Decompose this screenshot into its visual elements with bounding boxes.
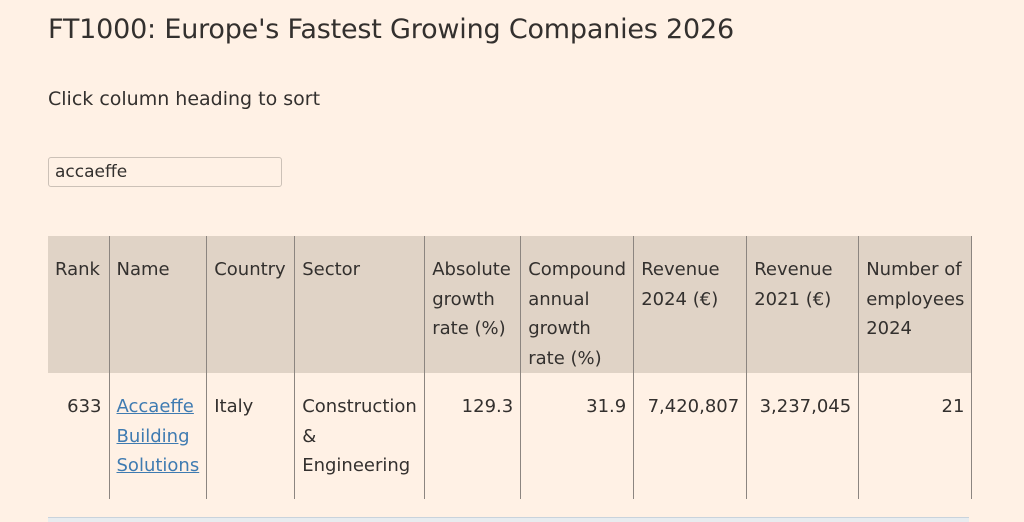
cell-country: Italy [206,373,296,499]
cell-employees: 21 [858,373,973,499]
table-row: 633 Accaeffe Building Solutions Italy Co… [48,373,973,499]
page-title: FT1000: Europe's Fastest Growing Compani… [48,14,734,45]
column-header-cagr[interactable]: Compound annual growth rate (%) [520,236,635,373]
cell-sector: Construction & Engineering [294,373,426,499]
table-header-row: Rank Name Country Sector Absolute growth… [48,236,973,373]
search-input[interactable] [48,157,282,187]
cell-revenue-2021: 3,237,045 [746,373,860,499]
column-header-employees[interactable]: Number of employees 2024 [858,236,973,373]
column-header-name[interactable]: Name [108,236,208,373]
column-header-sector[interactable]: Sector [294,236,426,373]
cell-revenue-2024: 7,420,807 [633,373,748,499]
cell-absolute-growth: 129.3 [424,373,522,499]
cell-name: Accaeffe Building Solutions [108,373,208,499]
sort-hint: Click column heading to sort [48,88,321,110]
column-header-revenue-2024[interactable]: Revenue 2024 (€) [633,236,748,373]
column-header-country[interactable]: Country [206,236,296,373]
column-header-revenue-2021[interactable]: Revenue 2021 (€) [746,236,860,373]
cell-cagr: 31.9 [520,373,635,499]
cell-rank: 633 [48,373,110,499]
column-header-rank[interactable]: Rank [48,236,110,373]
column-header-absolute-growth[interactable]: Absolute growth rate (%) [424,236,522,373]
horizontal-scrollbar[interactable] [48,517,969,522]
companies-table: Rank Name Country Sector Absolute growth… [48,236,973,499]
company-link[interactable]: Accaeffe Building Solutions [116,396,200,476]
